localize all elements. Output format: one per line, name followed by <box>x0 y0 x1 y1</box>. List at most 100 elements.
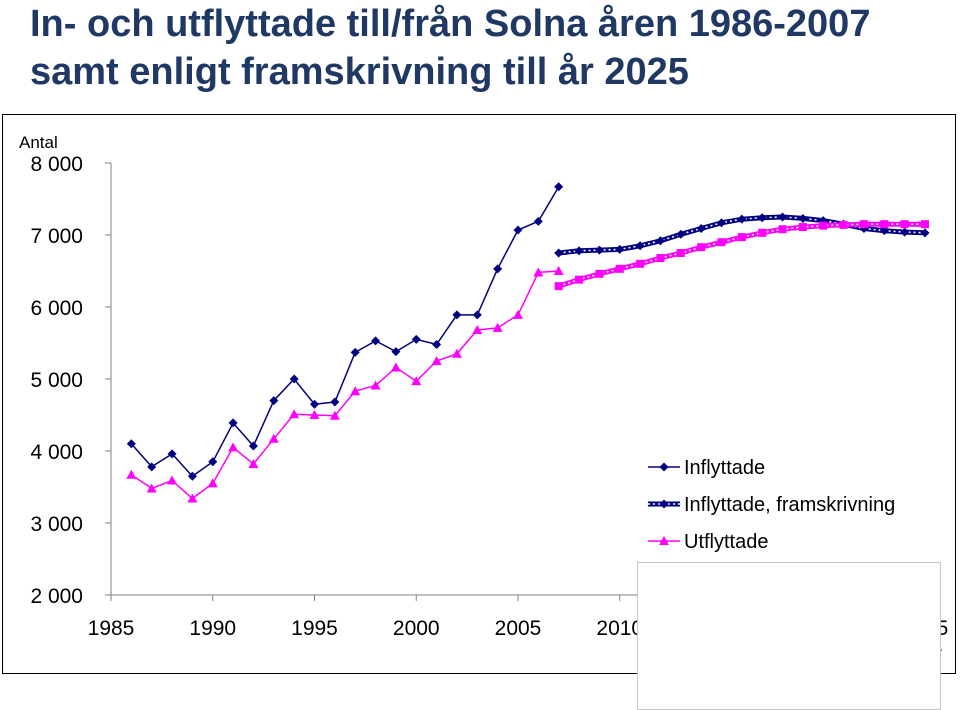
data-point <box>554 248 564 258</box>
legend-marker <box>659 462 669 472</box>
data-point <box>859 220 868 229</box>
data-point <box>615 244 625 254</box>
data-point <box>472 310 482 320</box>
data-point <box>900 220 909 229</box>
data-point <box>370 380 381 390</box>
data-point <box>207 478 218 488</box>
y-tick-label: 6 000 <box>30 297 83 320</box>
y-tick-label: 2 000 <box>30 585 83 608</box>
data-point <box>330 397 340 407</box>
data-point <box>818 216 828 226</box>
legend-label: Inflyttade, framskrivning <box>684 494 895 516</box>
series-line <box>130 270 559 500</box>
data-point <box>533 267 544 277</box>
data-point <box>309 410 320 419</box>
data-point <box>636 259 645 268</box>
data-point <box>268 433 279 443</box>
data-point <box>146 483 157 493</box>
legend-marker <box>659 536 669 545</box>
y-tick-label: 8 000 <box>30 153 83 176</box>
data-point <box>697 243 706 252</box>
x-tick-label: 2000 <box>393 617 440 640</box>
data-point <box>635 241 645 251</box>
data-point <box>798 213 808 223</box>
y-tick-label: 7 000 <box>30 225 83 248</box>
data-point <box>737 233 746 242</box>
data-point <box>879 226 889 236</box>
data-point <box>778 212 788 222</box>
data-point <box>269 396 279 406</box>
legend <box>637 562 941 710</box>
data-point <box>880 220 889 229</box>
data-point <box>167 475 178 485</box>
data-point <box>533 216 543 226</box>
data-point <box>208 457 218 467</box>
data-point <box>920 228 930 238</box>
data-point <box>329 410 340 420</box>
data-point <box>921 220 929 229</box>
data-point <box>819 221 828 230</box>
data-point <box>553 266 564 275</box>
data-point <box>656 254 665 263</box>
data-point <box>839 220 848 229</box>
data-point <box>289 374 299 384</box>
data-point <box>390 362 401 372</box>
data-point <box>452 310 462 320</box>
legend-marker <box>659 499 669 509</box>
data-point <box>757 213 767 223</box>
y-tick-label: 5 000 <box>30 369 83 392</box>
data-point <box>615 264 624 273</box>
data-point <box>513 225 523 235</box>
y-axis-title: Antal <box>19 133 58 152</box>
data-point <box>554 182 564 192</box>
data-point <box>798 223 807 232</box>
data-point <box>737 214 747 224</box>
x-tick-label: 1990 <box>189 617 236 640</box>
data-point <box>431 356 442 365</box>
data-point <box>574 246 584 256</box>
x-tick-label: 2010 <box>596 617 643 640</box>
data-point <box>411 334 421 344</box>
chart-frame: 2 000 3 000 4 000 5 000 6 000 7 000 8 000 1985 1… <box>2 114 956 710</box>
data-point <box>594 245 604 255</box>
data-point <box>411 376 422 386</box>
data-point <box>493 264 503 274</box>
chart-title: In- och utflyttade till/från Solna åren … <box>30 3 871 93</box>
data-point <box>187 493 198 503</box>
data-point <box>859 224 869 234</box>
data-point <box>371 336 381 346</box>
data-point <box>187 471 197 481</box>
data-point <box>717 238 726 247</box>
data-point <box>126 439 136 449</box>
data-point <box>228 418 238 428</box>
data-point <box>696 224 706 234</box>
data-point <box>595 269 604 278</box>
data-point <box>248 458 259 468</box>
data-point <box>350 386 361 396</box>
data-point <box>310 399 319 409</box>
data-point <box>147 462 157 472</box>
x-tick-label: 1995 <box>291 617 338 640</box>
data-point <box>126 469 137 479</box>
data-point <box>717 218 726 228</box>
data-point <box>492 322 503 332</box>
data-point <box>391 347 401 357</box>
legend-label: Inflyttade <box>684 457 765 479</box>
data-point <box>432 339 442 349</box>
data-point <box>350 347 360 357</box>
data-point <box>676 229 686 239</box>
data-point <box>554 282 563 291</box>
data-point <box>248 441 258 451</box>
data-point <box>758 228 767 237</box>
data-point <box>228 442 239 452</box>
x-tick-label: 2005 <box>495 617 542 640</box>
data-point <box>778 225 787 234</box>
legend-label: Utflyttade <box>684 531 768 553</box>
y-tick-label: 4 000 <box>30 441 83 464</box>
data-point <box>575 275 584 284</box>
x-tick-label: 1985 <box>88 617 135 640</box>
data-point <box>676 249 685 257</box>
data-point <box>472 325 483 335</box>
data-point <box>900 227 910 237</box>
data-point <box>289 409 300 419</box>
